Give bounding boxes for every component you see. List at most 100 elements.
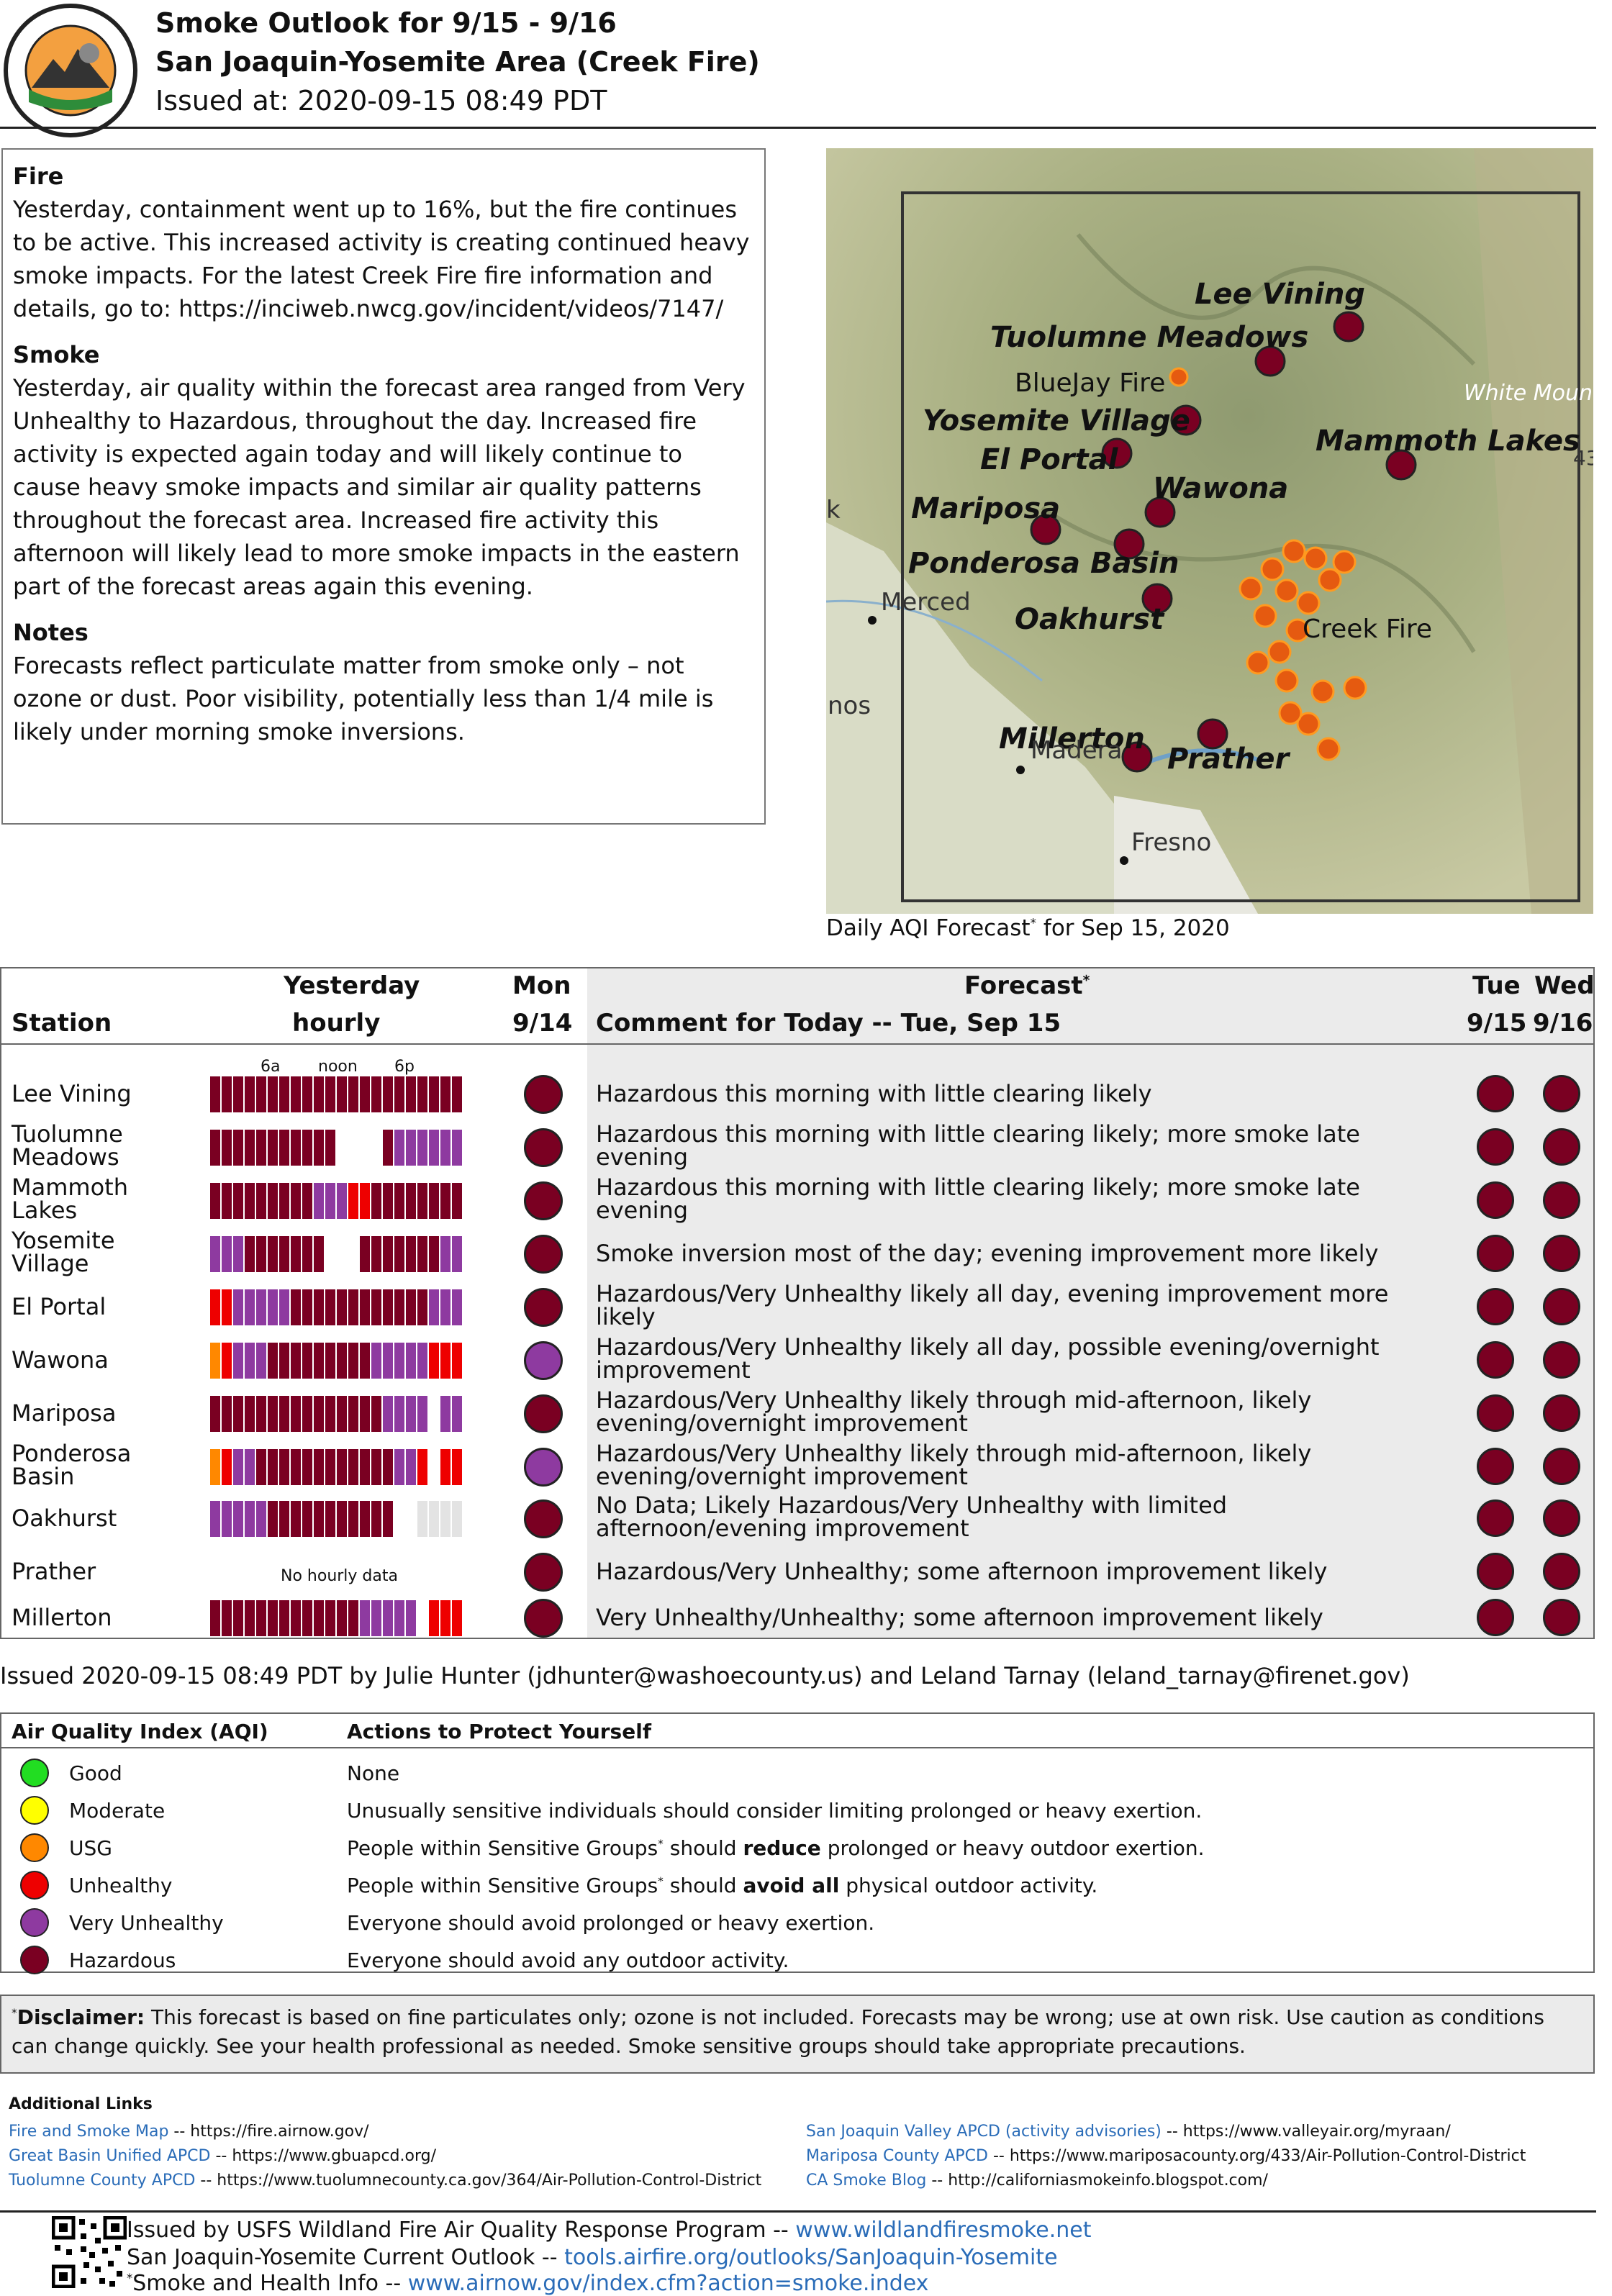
fire-heading: Fire: [13, 163, 64, 190]
tue-aqi-dot: [1477, 1341, 1514, 1379]
hourly-bar: [429, 1600, 439, 1636]
link-sjv-row: San Joaquin Valley APCD (activity adviso…: [806, 2123, 1451, 2141]
map-label-bluejay: BlueJay Fire: [1015, 368, 1165, 398]
forecast-comment: Hazardous this morning with little clear…: [596, 1174, 1360, 1224]
link-mariposa[interactable]: Mariposa County APCD: [806, 2147, 988, 2165]
hourly-bar: [291, 1130, 301, 1166]
hourly-bar: [268, 1501, 278, 1537]
hourly-bar: [417, 1183, 427, 1219]
hourly-bar: [452, 1289, 462, 1325]
link-fire-map[interactable]: Fire and Smoke Map: [9, 2123, 169, 2141]
map-label-k: k: [826, 496, 841, 525]
hourly-bar: [360, 1600, 370, 1636]
tick-6a: 6a: [261, 1058, 281, 1076]
aqi-very-unhealthy-label: Very Unhealthy: [69, 1911, 224, 1935]
footer-link-wildlandfiresmoke[interactable]: www.wildlandfiresmoke.net: [795, 2218, 1092, 2243]
hourly-bar: [440, 1289, 450, 1325]
station-name: Oakhurst: [12, 1505, 117, 1532]
map-label-creek-fire: Creek Fire: [1303, 614, 1432, 644]
footer-link-outlook[interactable]: tools.airfire.org/outlooks/SanJoaquin-Yo…: [564, 2245, 1058, 2270]
hourly-bar: [383, 1183, 393, 1219]
tue-aqi-dot: [1477, 1599, 1514, 1636]
aqi-moderate-dot: [20, 1796, 49, 1825]
hourly-bar: [452, 1076, 462, 1112]
forecast-comment: Smoke inversion most of the day; evening…: [596, 1240, 1379, 1267]
hourly-bar: [268, 1183, 278, 1219]
link-tuolumne-row: Tuolumne County APCD -- https://www.tuol…: [9, 2172, 762, 2190]
hourly-bar: [337, 1396, 347, 1432]
aqi-hazardous-label: Hazardous: [69, 1948, 176, 1972]
fire-text: Yesterday, containment went up to 16%, b…: [13, 196, 750, 322]
hourly-bar: [440, 1396, 450, 1432]
link-sjv[interactable]: San Joaquin Valley APCD (activity adviso…: [806, 2123, 1162, 2141]
hourly-bar: [302, 1130, 312, 1166]
hourly-bar: [337, 1183, 347, 1219]
hourly-bar: [245, 1343, 255, 1379]
hourly-bar: [325, 1449, 335, 1485]
hourly-bar: [371, 1600, 381, 1636]
hourly-bar: [383, 1076, 393, 1112]
hourly-bar: [222, 1600, 232, 1636]
hourly-bar: [222, 1236, 232, 1272]
hourly-bar: [233, 1343, 243, 1379]
hourly-bar: [429, 1501, 439, 1537]
smoke-heading: Smoke: [13, 341, 100, 368]
hourly-bar: [371, 1076, 381, 1112]
link-ca-blog[interactable]: CA Smoke Blog: [806, 2172, 927, 2190]
hourly-bar: [279, 1076, 289, 1112]
tick-6p: 6p: [394, 1058, 415, 1076]
header-divider: [0, 127, 1596, 129]
notes-heading: Notes: [13, 619, 89, 646]
hourly-bar: [337, 1076, 347, 1112]
hourly-bar: [245, 1236, 255, 1272]
hourly-bar: [406, 1343, 416, 1379]
hourly-bar: [440, 1343, 450, 1379]
hourly-bar: [233, 1236, 243, 1272]
map-label-wawona: Wawona: [1153, 472, 1288, 505]
hourly-bar: [452, 1130, 462, 1166]
aqi-usg-label: USG: [69, 1836, 112, 1860]
hourly-bar: [233, 1449, 243, 1485]
hourly-bar: [210, 1130, 220, 1166]
hourly-bar: [429, 1343, 439, 1379]
hourly-bar: [337, 1289, 347, 1325]
hourly-bar: [383, 1396, 393, 1432]
mon-aqi-dot: [524, 1499, 563, 1538]
mon-aqi-dot: [524, 1288, 563, 1327]
link-gbu-row: Great Basin Unified APCD -- https://www.…: [9, 2147, 437, 2165]
hourly-bar: [302, 1236, 312, 1272]
hourly-bar: [452, 1343, 462, 1379]
disclaimer-label: Disclaimer:: [17, 2005, 145, 2029]
hourly-bar: [222, 1289, 232, 1325]
hourly-bar: [371, 1396, 381, 1432]
hourly-bar: [210, 1236, 220, 1272]
tue-aqi-dot: [1477, 1553, 1514, 1590]
disclaimer-box: *Disclaimer: This forecast is based on f…: [0, 1995, 1595, 2074]
hourly-bar: [268, 1076, 278, 1112]
hourly-bar: [245, 1501, 255, 1537]
tue-aqi-dot: [1477, 1075, 1514, 1112]
qr-code-icon[interactable]: [51, 2215, 127, 2289]
links-heading: Additional Links: [9, 2095, 153, 2113]
aqi-good-dot: [20, 1759, 49, 1787]
hourly-bar: [256, 1449, 266, 1485]
link-gbu[interactable]: Great Basin Unified APCD: [9, 2147, 211, 2165]
station-name: Wawona: [12, 1346, 109, 1374]
hourly-bar: [337, 1600, 347, 1636]
hourly-bar: [314, 1343, 324, 1379]
footer-line-3: *Smoke and Health Info -- www.airnow.gov…: [127, 2271, 929, 2296]
hourly-bar: [325, 1343, 335, 1379]
mon-aqi-dot: [524, 1075, 563, 1114]
forecast-comment: Hazardous/Very Unhealthy likely all day,…: [596, 1333, 1380, 1384]
hourly-bar: [268, 1236, 278, 1272]
wed-aqi-dot: [1543, 1181, 1580, 1219]
hourly-bar: [406, 1076, 416, 1112]
station-forecast-table: Yesterday hourly Station Mon 9/14 Foreca…: [0, 967, 1595, 1639]
link-tuolumne[interactable]: Tuolumne County APCD: [9, 2172, 196, 2190]
hourly-bar: [314, 1236, 324, 1272]
hourly-bar: [348, 1449, 358, 1485]
hourly-bar: [325, 1130, 335, 1166]
hourly-bar: [268, 1600, 278, 1636]
wed-aqi-dot: [1543, 1499, 1580, 1537]
footer-link-airnow[interactable]: www.airnow.gov/index.cfm?action=smoke.in…: [407, 2271, 929, 2296]
